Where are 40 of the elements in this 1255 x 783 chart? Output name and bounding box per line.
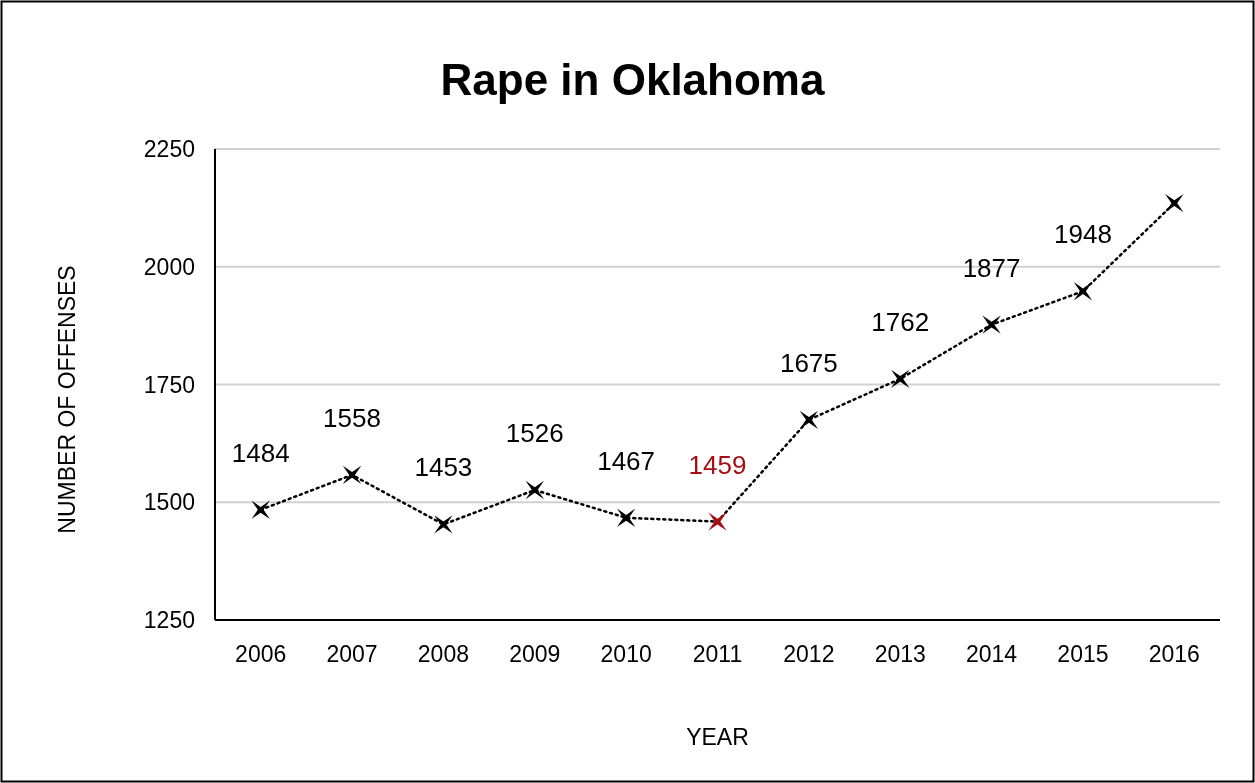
x-axis-title: YEAR xyxy=(686,724,749,750)
x-tick-label: 2014 xyxy=(966,641,1018,667)
chart-title: Rape in Oklahoma xyxy=(440,55,825,104)
point xyxy=(525,480,544,500)
x-tick-label: 2016 xyxy=(1148,641,1200,667)
x-tick-label: 2012 xyxy=(783,641,835,667)
y-tick-label: 2000 xyxy=(143,253,195,280)
x-tick-label: 2008 xyxy=(417,641,469,667)
data-label: 1675 xyxy=(779,347,838,378)
data-label: 1948 xyxy=(1054,219,1112,250)
data-label: 1459 xyxy=(688,449,747,480)
point xyxy=(1073,282,1093,301)
data-label: 1467 xyxy=(597,445,656,476)
x-tick-label: 2006 xyxy=(235,641,287,667)
x-tick-label: 2007 xyxy=(326,641,378,667)
x-tick-label: 2010 xyxy=(600,641,652,667)
point xyxy=(799,410,819,430)
point xyxy=(1165,193,1184,213)
data-label: 1558 xyxy=(323,402,381,433)
point xyxy=(616,508,636,527)
data-label: 1762 xyxy=(871,306,930,337)
x-tick-label: 2013 xyxy=(874,641,926,667)
point xyxy=(251,500,270,519)
point xyxy=(982,315,1001,334)
x-tick-label: 2011 xyxy=(692,641,743,667)
point xyxy=(434,515,453,534)
data-label: 1484 xyxy=(231,437,290,468)
data-label: 1877 xyxy=(962,252,1021,283)
y-tick-label: 1250 xyxy=(143,607,195,634)
x-tick-label: 2009 xyxy=(509,641,561,667)
y-tick-label: 1750 xyxy=(143,371,195,398)
x-tick-label: 2015 xyxy=(1057,641,1109,667)
point xyxy=(891,369,910,389)
point xyxy=(342,465,362,485)
y-tick-label: 1500 xyxy=(143,489,195,516)
y-tick-label: 2250 xyxy=(143,136,195,163)
data-label: 1526 xyxy=(505,418,564,448)
point xyxy=(708,512,727,531)
y-axis-title: NUMBER OF OFFENSES xyxy=(54,265,80,534)
data-label: 1453 xyxy=(414,452,473,483)
